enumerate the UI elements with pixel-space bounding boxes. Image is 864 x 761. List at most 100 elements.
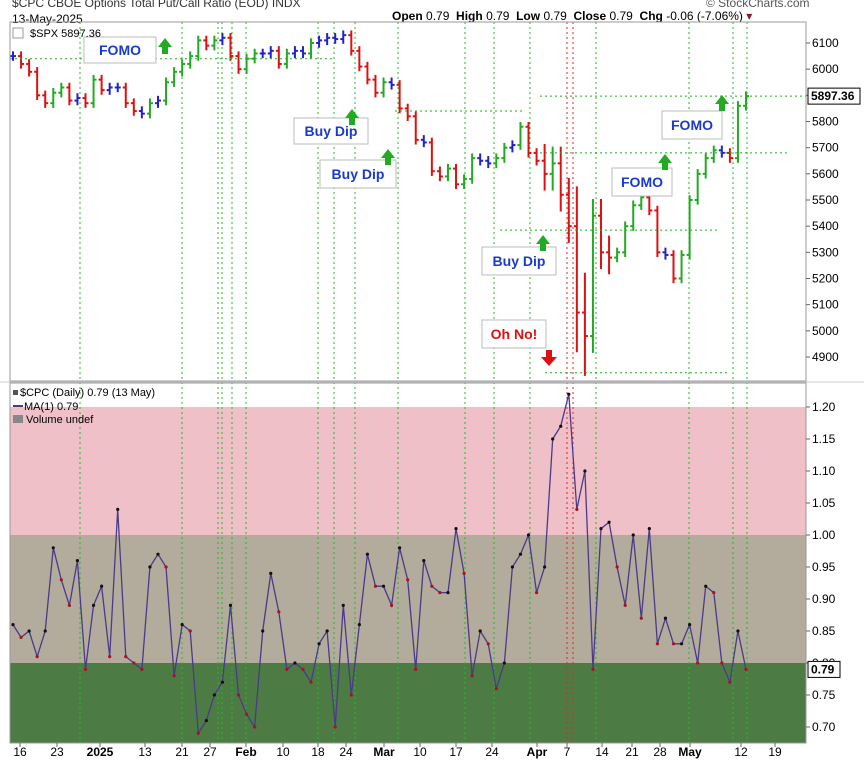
cpc-zones xyxy=(10,407,806,743)
cpc-point xyxy=(140,667,144,672)
up-arrow-icon xyxy=(658,154,672,170)
close-value: 0.79 xyxy=(609,9,633,23)
cpc-point xyxy=(67,603,71,608)
cpc-point xyxy=(51,546,55,550)
spx-tick-label: 5000 xyxy=(812,324,839,338)
annotation-label: FOMO xyxy=(99,42,141,58)
cpc-point xyxy=(309,680,313,684)
cpc-point xyxy=(551,437,555,441)
x-tick-label: 16 xyxy=(13,745,27,759)
zone-high xyxy=(10,407,806,535)
spx-tick-label: 5500 xyxy=(812,193,839,207)
spx-tick-label: 4900 xyxy=(812,350,839,364)
upper-legend: $SPX 5897.36 xyxy=(12,27,101,40)
cpc-point xyxy=(688,623,692,627)
cpc-point xyxy=(679,642,684,646)
cpc-point xyxy=(156,552,160,556)
x-tick-label: Feb xyxy=(235,745,256,759)
cpc-point xyxy=(470,674,474,678)
cpc-point xyxy=(269,571,273,576)
cpc-point xyxy=(228,603,233,608)
cpc-point xyxy=(534,591,539,595)
y-axis: 4900 5000 5100 5200 5300 5400 5500 5600 5700 5800… xyxy=(806,36,861,734)
spx-legend-label: $SPX 5897.36 xyxy=(30,28,101,40)
cpc-point xyxy=(704,584,708,588)
cpc-point xyxy=(591,667,595,672)
cpc-point xyxy=(615,565,619,569)
chg-value: -0.06 (-7.06%) xyxy=(666,9,743,23)
cpc-point xyxy=(59,578,63,582)
cpc-point xyxy=(35,655,39,659)
cpc-point xyxy=(510,565,515,569)
x-tick-label: 13 xyxy=(138,745,152,759)
cpc-tick-label: 0.70 xyxy=(812,720,836,734)
cpc-tick-label: 0.90 xyxy=(812,592,836,606)
x-tick-label: 28 xyxy=(653,745,667,759)
x-tick-label: 12 xyxy=(734,745,748,759)
cpc-point xyxy=(567,392,571,396)
cpc-point xyxy=(91,603,96,608)
cpc-point xyxy=(148,565,152,569)
cpc-point xyxy=(100,584,104,588)
cpc-last-value: 0.79 xyxy=(811,662,835,676)
annotation-box xyxy=(481,246,557,276)
spx-tick-label: 5300 xyxy=(812,245,839,259)
cpc-point xyxy=(655,642,659,646)
cpc-point xyxy=(132,661,136,665)
cpc-point xyxy=(108,655,112,659)
cpc-point xyxy=(220,680,225,684)
cpc-point xyxy=(671,642,676,646)
cpc-point xyxy=(172,674,176,678)
cpc-point xyxy=(575,507,579,511)
high-value: 0.79 xyxy=(486,9,510,23)
x-tick-label: 21 xyxy=(625,745,639,759)
cpc-point xyxy=(639,616,643,620)
cpc-point xyxy=(236,693,241,697)
cpc-point xyxy=(720,661,724,665)
cpc-point xyxy=(696,661,700,665)
cpc-point xyxy=(381,584,386,588)
cpc-point xyxy=(373,584,378,588)
spx-tick-label: 5400 xyxy=(812,219,839,233)
spx-last-box xyxy=(807,87,861,105)
cpc-point xyxy=(623,603,627,608)
cpc-point xyxy=(116,507,120,511)
ohlc-readout: Open 0.79 High 0.79 Low 0.79 Close 0.79 … xyxy=(392,9,752,23)
open-value: 0.79 xyxy=(426,9,450,23)
annotation-label: FOMO xyxy=(671,117,713,133)
cpc-point xyxy=(599,527,603,531)
low-value: 0.79 xyxy=(543,9,567,23)
cpc-point xyxy=(478,629,482,633)
spx-last-value: 5897.36 xyxy=(811,89,855,103)
cpc-point xyxy=(180,623,184,627)
x-tick-label: May xyxy=(678,745,702,759)
cpc-tick-label: 1.05 xyxy=(812,496,836,510)
lower-legend: $CPC (Daily) 0.79 (13 May) MA(1) 0.79 Vo… xyxy=(13,387,155,426)
cpc-point xyxy=(317,642,321,646)
cpc-point xyxy=(325,629,329,633)
cpc-point xyxy=(446,591,450,595)
cpc-point xyxy=(83,667,88,672)
cpc-point xyxy=(414,667,418,672)
cpc-point xyxy=(212,693,216,697)
up-arrow-icon xyxy=(715,95,729,111)
panel-frames xyxy=(0,21,864,744)
cpc-point xyxy=(406,578,410,582)
annotation-box xyxy=(83,36,157,64)
x-tick-label: 10 xyxy=(413,745,427,759)
spx-legend-swatch xyxy=(12,27,24,39)
cpc-point xyxy=(744,667,748,672)
cpc-tick-label: 0.95 xyxy=(812,560,836,574)
up-arrow-icon xyxy=(158,38,172,54)
up-arrow-icon xyxy=(381,149,395,165)
watermark: © StockCharts.com xyxy=(706,0,810,10)
cpc-point xyxy=(526,533,531,537)
cpc-point xyxy=(43,629,47,633)
cpc-point xyxy=(349,693,353,697)
cpc-point xyxy=(728,680,732,684)
x-tick-label: 23 xyxy=(50,745,64,759)
x-tick-label: 21 xyxy=(175,745,189,759)
cpc-point xyxy=(518,552,523,556)
cpc-line xyxy=(11,392,748,736)
cpc-point xyxy=(607,520,611,524)
